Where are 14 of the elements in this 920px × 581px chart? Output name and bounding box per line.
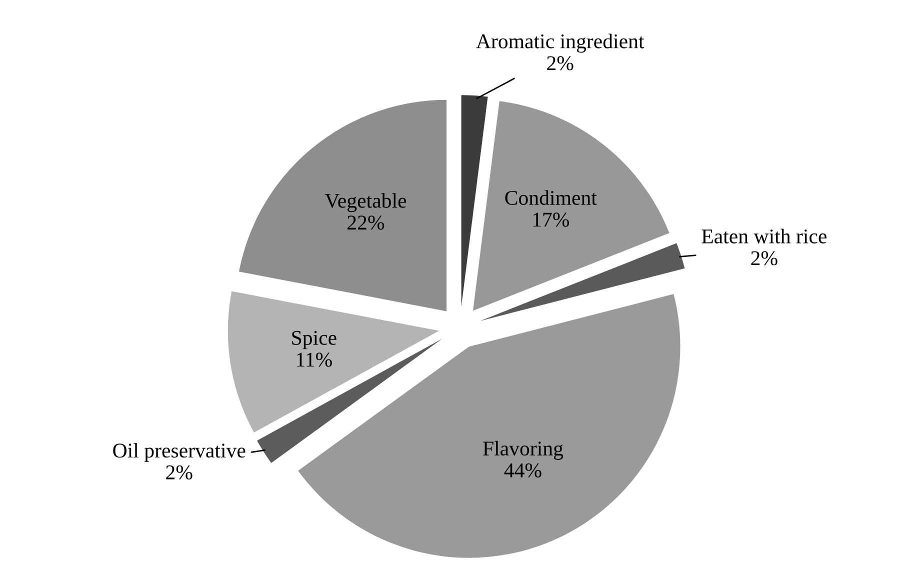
data-label: 17% — [533, 212, 570, 227]
data-label: 2% — [751, 251, 778, 266]
slice-label: Spice — [292, 330, 336, 350]
slice-label: Eaten with rice — [702, 228, 826, 244]
slice-label: Flavoring — [483, 440, 564, 460]
data-label: 22% — [348, 216, 384, 230]
data-label: 2% — [166, 465, 192, 480]
slice-label: Oil preservative — [113, 442, 246, 462]
slice-label: Condiment — [505, 190, 597, 205]
slice-label: Aromatic ingredient — [476, 34, 644, 53]
slice-label: Vegetable — [324, 193, 406, 212]
data-label: 2% — [547, 56, 574, 70]
data-label: 11% — [297, 352, 332, 367]
data-label: 44% — [504, 463, 542, 478]
